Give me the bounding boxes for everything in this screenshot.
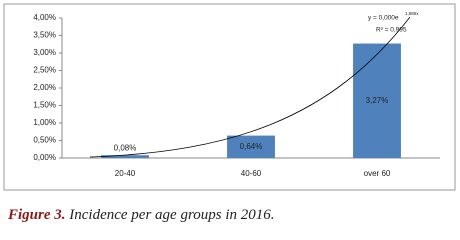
- bar: [101, 155, 149, 158]
- value-label: 0,08%: [114, 143, 137, 152]
- value-label: 3,27%: [366, 96, 389, 105]
- x-tick-label: over 60: [364, 169, 391, 178]
- trend-exponent: 1,886x: [405, 11, 419, 16]
- trend-equation: y = 0,000e: [368, 15, 399, 22]
- bar: [227, 135, 275, 158]
- y-tick-label: 1,00%: [33, 118, 56, 127]
- caption: Figure 3. Incidence per age groups in 20…: [8, 207, 275, 224]
- y-tick-label: 2,50%: [33, 66, 56, 75]
- bar: [353, 43, 401, 158]
- y-tick-label: 2,00%: [33, 83, 56, 92]
- value-label: 0,64%: [240, 142, 263, 151]
- y-tick-label: 0,50%: [33, 136, 56, 145]
- y-tick-label: 3,00%: [33, 48, 56, 57]
- y-tick-label: 3,50%: [33, 31, 56, 40]
- plot: 0,00% 0,50% 1,00% 1,50% 2,00% 2,50% 3,00% 3,50%…: [33, 13, 401, 178]
- caption-text: Incidence per age groups in 2016.: [69, 207, 275, 223]
- x-tick-label: 20-40: [115, 169, 136, 178]
- y-tick-label: 0,00%: [33, 153, 56, 162]
- trend-r2: R² = 0,995: [376, 27, 407, 34]
- x-tick-label: 40-60: [241, 169, 262, 178]
- trendline: [89, 16, 411, 158]
- y-tick-label: 4,00%: [33, 13, 56, 22]
- y-tick-label: 1,50%: [33, 101, 56, 110]
- page: 0,00% 0,50% 1,00% 1,50% 2,00% 2,50% 3,00% 3,50%…: [3, 3, 456, 224]
- caption-label: Figure 3.: [8, 207, 66, 223]
- chart: 0,00% 0,50% 1,00% 1,50% 2,00% 2,50% 3,00% 3,50%…: [3, 3, 456, 191]
